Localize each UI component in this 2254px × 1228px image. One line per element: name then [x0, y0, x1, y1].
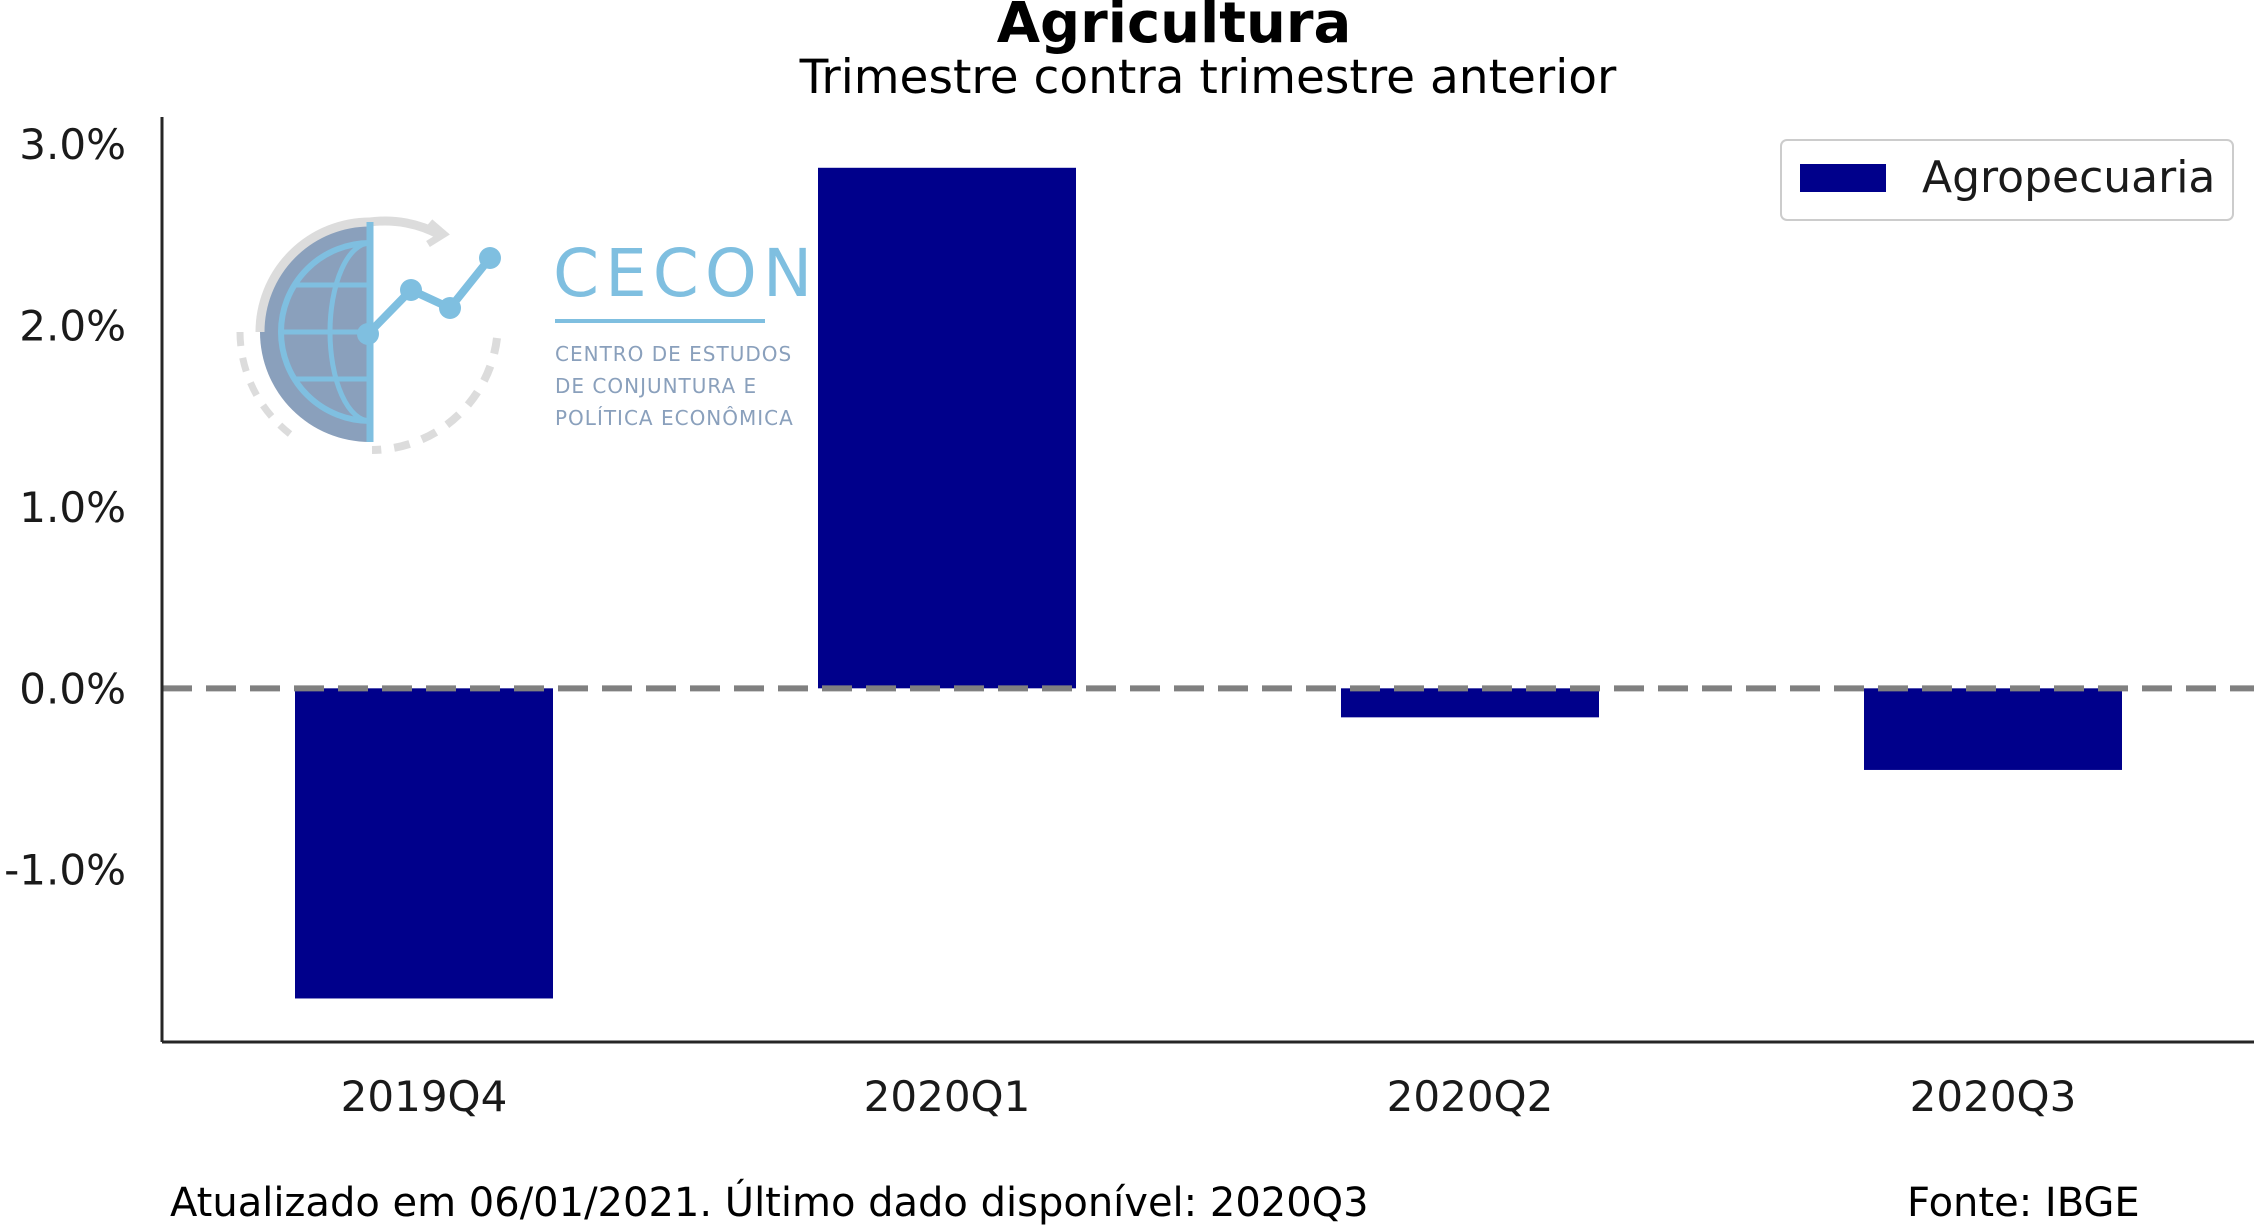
bar-2020Q1: [818, 167, 1076, 689]
x-axis: 2019Q4 2020Q1 2020Q2 2020Q3: [162, 1040, 2254, 1121]
footer-source: Fonte: IBGE: [1907, 1180, 2140, 1226]
bar-2020Q2: [1341, 688, 1599, 718]
footer-updated: Atualizado em 06/01/2021. Último dado di…: [170, 1180, 1369, 1226]
x-tick-label: 2019Q4: [341, 1072, 508, 1121]
legend-swatch: [1800, 164, 1886, 192]
logo-line-1: CENTRO DE ESTUDOS: [555, 342, 792, 366]
bars: [295, 167, 2122, 999]
logo-name: CECON: [553, 235, 818, 312]
logo-line-3: POLÍTICA ECONÔMICA: [555, 406, 794, 430]
bar-2020Q3: [1864, 688, 2122, 770]
y-tick-label: -1.0%: [4, 846, 126, 895]
x-tick-label: 2020Q3: [1910, 1072, 2077, 1121]
y-axis: 3.0% 2.0% 1.0% 0.0% -1.0%: [4, 117, 164, 1042]
bar-2019Q4: [295, 688, 553, 999]
chart-title: Agricultura: [997, 0, 1352, 56]
legend-label: Agropecuaria: [1922, 152, 2215, 203]
y-tick-label: 1.0%: [19, 483, 126, 532]
chart-subtitle: Trimestre contra trimestre anterior: [799, 50, 1617, 105]
y-tick-label: 0.0%: [19, 664, 126, 713]
legend: Agropecuaria: [1780, 139, 2234, 221]
cecon-logo: CECON CENTRO DE ESTUDOS DE CONJUNTURA E …: [236, 216, 818, 454]
logo-line-2: DE CONJUNTURA E: [555, 374, 757, 398]
x-tick-label: 2020Q1: [864, 1072, 1031, 1121]
globe-icon: [236, 216, 501, 454]
x-tick-label: 2020Q2: [1387, 1072, 1554, 1121]
y-tick-label: 2.0%: [19, 302, 126, 351]
y-tick-label: 3.0%: [19, 120, 126, 169]
